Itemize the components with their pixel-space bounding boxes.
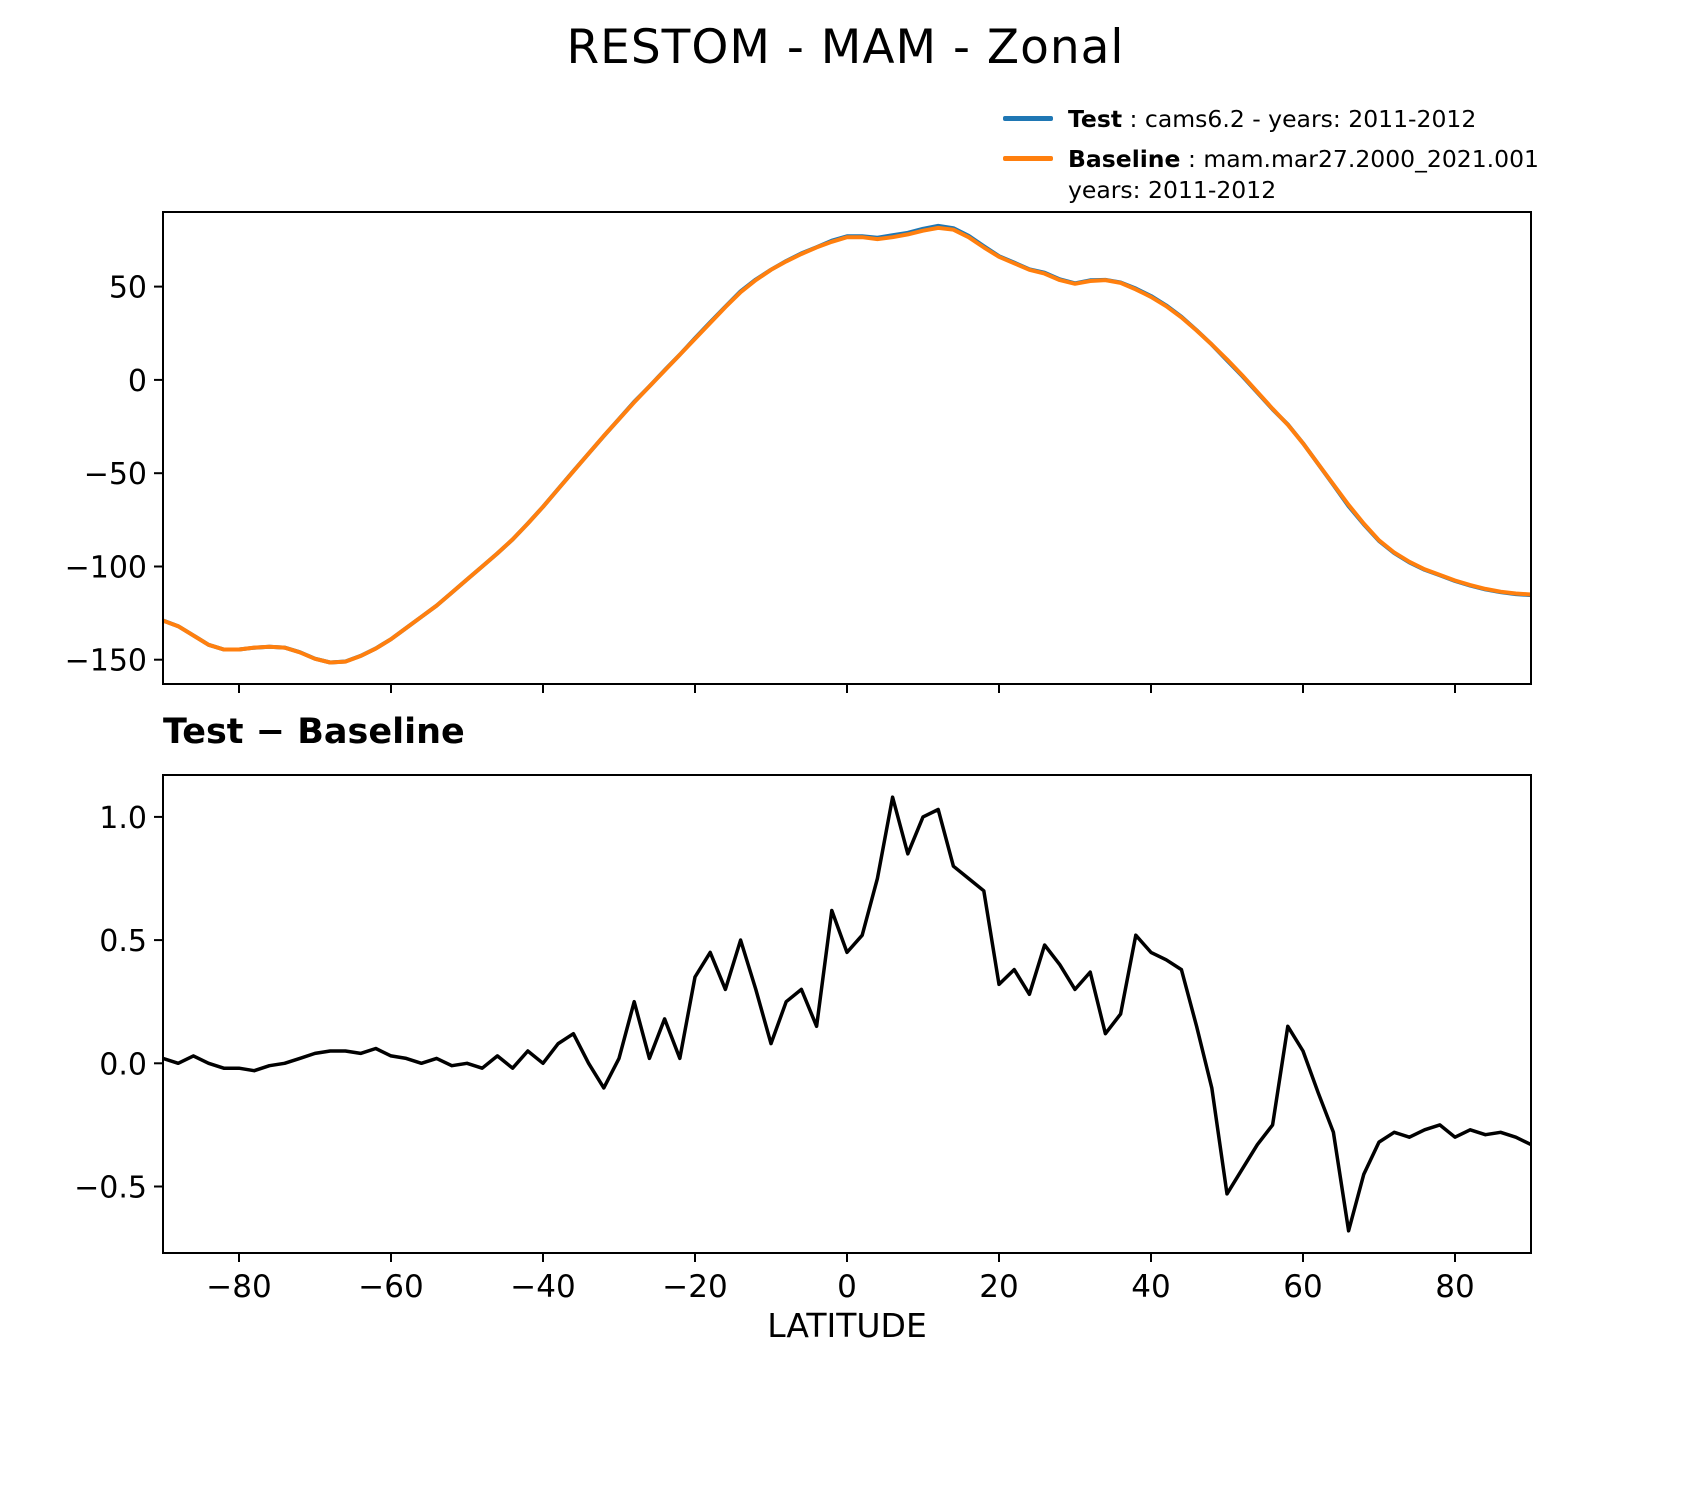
main-plot-area — [163, 223, 1531, 665]
legend-baseline-name: Baseline — [1068, 144, 1181, 173]
legend-item-baseline: Baseline : mam.mar27.2000_2021.001 years… — [1003, 144, 1548, 207]
main-y-tick-label: −50 — [84, 457, 147, 492]
main-y-tick-label: 50 — [109, 271, 147, 306]
diff-x-tick-label: 80 — [1435, 1269, 1474, 1305]
diff-x-tick-label: 0 — [837, 1269, 857, 1305]
main-y-tick-label: 0 — [128, 364, 147, 399]
baseline-line — [163, 225, 1531, 665]
legend-test-text: : cams6.2 - years: 2011-2012 — [1122, 105, 1477, 133]
figure-title: RESTOM - MAM - Zonal — [566, 20, 1125, 75]
main-plot-frame — [162, 211, 1532, 685]
legend-test-name: Test — [1068, 105, 1123, 133]
main-y-tick-label: −150 — [65, 644, 147, 679]
legend-baseline-text: : mam.mar27.2000_2021.001 — [1180, 144, 1540, 173]
diff-y-tick-label: 1.0 — [99, 801, 147, 836]
test-line — [163, 223, 1531, 665]
diff-x-tick-label: −40 — [510, 1269, 575, 1305]
test-minus-baseline-line — [163, 795, 1531, 1233]
diff-x-tick-label: −80 — [206, 1269, 271, 1305]
diff-y-tick-label: −0.5 — [74, 1171, 147, 1206]
diff-y-tick-label: 0.5 — [99, 924, 147, 959]
diff-x-tick-label: 60 — [1283, 1269, 1322, 1305]
diff-x-tick-label: −60 — [358, 1269, 423, 1305]
legend-baseline-text-line2: years: 2011-2012 — [1068, 176, 1277, 205]
main-y-tick-label: −100 — [65, 551, 147, 586]
baseline-line-swatch — [1003, 155, 1053, 161]
x-axis-label: LATITUDE — [767, 1306, 927, 1345]
legend-item-test: Test : cams6.2 - years: 2011-2012 — [1003, 104, 1548, 136]
diff-plot-area — [163, 795, 1531, 1233]
diff-plot-frame — [162, 774, 1532, 1254]
diff-x-tick-label: 40 — [1131, 1269, 1170, 1305]
diff-plot-title: Test − Baseline — [163, 712, 465, 752]
diff-x-tick-label: −20 — [662, 1269, 727, 1305]
legend-item-baseline-label: Baseline : mam.mar27.2000_2021.001 years… — [1068, 144, 1539, 207]
legend: Test : cams6.2 - years: 2011-2012 Baseli… — [1003, 104, 1548, 215]
test-line-swatch — [1003, 116, 1053, 121]
diff-y-tick-label: 0.0 — [99, 1047, 147, 1082]
diff-x-tick-label: 20 — [979, 1269, 1018, 1305]
legend-item-test-label: Test : cams6.2 - years: 2011-2012 — [1068, 104, 1476, 136]
